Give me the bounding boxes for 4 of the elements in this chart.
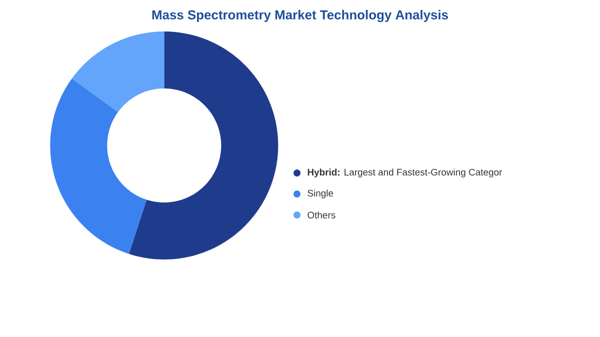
chart-title: Mass Spectrometry Market Technology Analysis (152, 10, 448, 22)
legend-label: Others (308, 212, 336, 218)
legend-label: Single (308, 190, 334, 198)
legend-label: Hybrid: Largest and Fastest-Growing Categor (308, 168, 502, 178)
